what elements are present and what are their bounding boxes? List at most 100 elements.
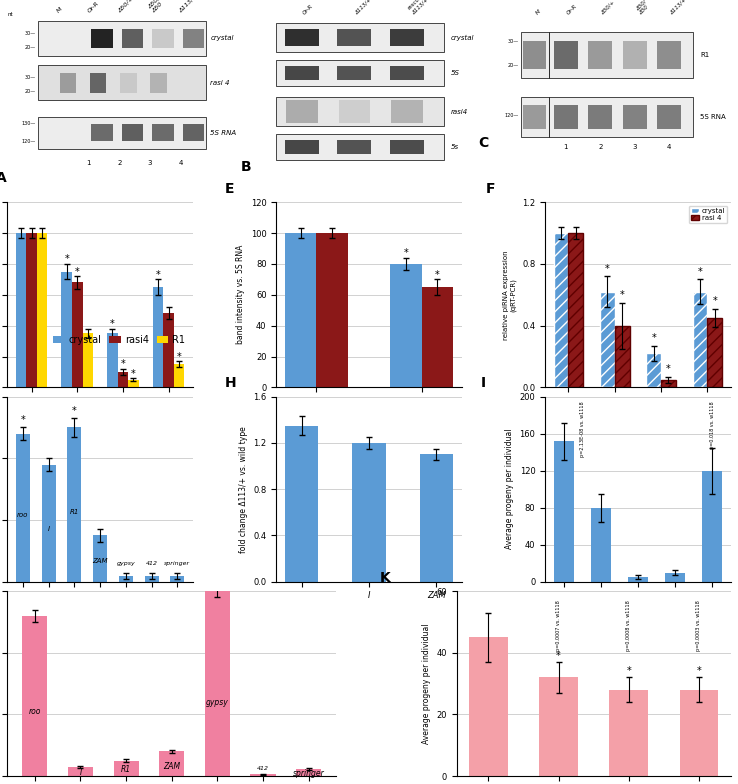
Text: 5S RNA: 5S RNA	[700, 114, 726, 120]
Text: 120—: 120—	[21, 139, 35, 144]
Bar	[15, 233, 27, 387]
Bar	[93, 535, 107, 582]
Text: R1: R1	[121, 765, 131, 775]
Bar	[623, 42, 646, 69]
Bar	[588, 42, 613, 69]
Text: Δ50/
Δ50: Δ50/ Δ50	[148, 0, 165, 13]
Text: *: *	[75, 267, 80, 277]
Text: M: M	[534, 9, 542, 15]
Bar	[352, 443, 386, 582]
Bar	[183, 124, 204, 141]
Bar	[554, 233, 568, 387]
Bar	[41, 464, 55, 582]
Text: Δ113/+: Δ113/+	[669, 0, 687, 15]
Bar	[122, 124, 143, 141]
Legend: crystal, rasi4, R1: crystal, rasi4, R1	[49, 332, 189, 349]
Text: 120—: 120—	[504, 113, 518, 118]
Bar	[27, 233, 37, 387]
Bar	[646, 354, 661, 387]
Text: R1: R1	[69, 510, 79, 515]
Text: *: *	[21, 415, 25, 425]
Text: springer: springer	[165, 561, 190, 566]
Bar	[657, 42, 681, 69]
Bar	[665, 572, 685, 582]
Bar	[317, 233, 348, 387]
Text: Δ50/+: Δ50/+	[117, 0, 134, 13]
Text: crystal: crystal	[451, 34, 474, 41]
Bar	[520, 32, 548, 78]
Text: roo: roo	[29, 707, 41, 717]
Text: Δ113/+: Δ113/+	[178, 0, 199, 13]
Text: 30—: 30—	[507, 39, 518, 45]
Text: *: *	[177, 351, 182, 361]
Y-axis label: band intensity vs. 5S RNA: band intensity vs. 5S RNA	[236, 245, 245, 344]
Text: rescued
Δ113/+: rescued Δ113/+	[407, 0, 430, 15]
Bar	[337, 29, 371, 45]
Text: *: *	[435, 270, 440, 280]
Y-axis label: relative piRNA expression
(qRT-PCR): relative piRNA expression (qRT-PCR)	[503, 250, 517, 339]
Text: *: *	[697, 666, 701, 677]
Text: *: *	[404, 249, 408, 258]
Bar	[391, 100, 423, 122]
Text: 20—: 20—	[24, 89, 35, 94]
Bar	[122, 29, 143, 48]
Text: 2: 2	[598, 143, 602, 150]
Text: 1: 1	[86, 160, 92, 165]
Text: C: C	[479, 136, 489, 150]
Bar	[285, 66, 319, 80]
Bar	[420, 455, 453, 582]
Text: Δ50/+: Δ50/+	[600, 0, 616, 15]
Bar	[390, 66, 424, 80]
Bar	[183, 29, 204, 48]
Bar	[610, 690, 648, 776]
Text: *: *	[651, 333, 656, 343]
Text: gypsy: gypsy	[206, 698, 229, 706]
Text: *: *	[72, 405, 77, 416]
Legend: crystal, rasi 4: crystal, rasi 4	[689, 205, 727, 223]
Text: 5S RNA: 5S RNA	[210, 129, 236, 136]
Bar	[623, 105, 646, 129]
Bar	[680, 690, 718, 776]
Text: 3: 3	[632, 143, 637, 150]
Text: p=0.0003 vs. w1118: p=0.0003 vs. w1118	[697, 601, 701, 651]
Bar	[159, 752, 184, 776]
Text: *: *	[110, 319, 115, 329]
Text: *: *	[712, 296, 717, 306]
Text: Or-R: Or-R	[302, 3, 314, 15]
Text: K: K	[380, 571, 390, 585]
Bar	[276, 60, 444, 85]
Text: 5S: 5S	[451, 70, 460, 75]
Bar	[152, 124, 173, 141]
Text: 1: 1	[564, 143, 568, 150]
Bar	[523, 42, 546, 69]
Bar	[600, 292, 615, 387]
Bar	[615, 325, 630, 387]
Text: *: *	[156, 270, 160, 280]
Text: 30—: 30—	[24, 75, 35, 80]
Y-axis label: fold change Δ113/+ vs. wild type: fold change Δ113/+ vs. wild type	[239, 426, 248, 553]
Bar	[90, 73, 106, 93]
Bar	[67, 427, 81, 582]
Bar	[285, 140, 319, 154]
Text: Or-R: Or-R	[566, 3, 578, 15]
Text: *: *	[605, 263, 610, 274]
Text: I: I	[480, 376, 486, 390]
Bar	[548, 96, 693, 137]
Bar	[152, 29, 173, 48]
Text: 4: 4	[667, 143, 672, 150]
Text: 5s: 5s	[451, 143, 459, 150]
Bar	[174, 365, 184, 387]
Bar	[285, 233, 317, 387]
Text: p=0.0007 vs. w1118: p=0.0007 vs. w1118	[556, 601, 561, 651]
Text: 3: 3	[148, 160, 152, 165]
Text: *: *	[64, 254, 69, 264]
Text: *: *	[131, 368, 136, 379]
Text: 412: 412	[257, 766, 269, 771]
Bar	[38, 21, 206, 56]
Bar	[390, 140, 424, 154]
Text: R1: R1	[700, 52, 709, 58]
Bar	[60, 73, 76, 93]
Text: 130—: 130—	[21, 122, 35, 126]
Bar	[119, 575, 133, 582]
Text: 30—: 30—	[24, 31, 35, 35]
